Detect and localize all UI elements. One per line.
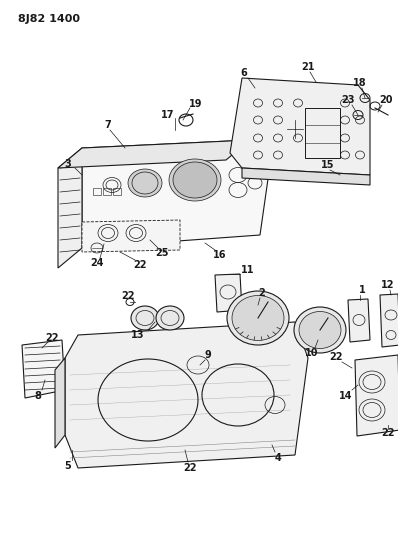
Ellipse shape (173, 162, 217, 198)
Polygon shape (215, 274, 242, 312)
Ellipse shape (294, 307, 346, 353)
Ellipse shape (169, 159, 221, 201)
Polygon shape (82, 140, 270, 248)
Text: 24: 24 (90, 258, 104, 268)
Ellipse shape (128, 169, 162, 197)
Bar (305, 108, 340, 158)
Polygon shape (348, 299, 370, 342)
Bar (93, 188, 101, 195)
Polygon shape (82, 220, 180, 252)
Text: 21: 21 (301, 62, 315, 72)
Polygon shape (58, 140, 250, 168)
Text: 16: 16 (213, 250, 227, 260)
Ellipse shape (156, 306, 184, 330)
Bar (113, 188, 121, 195)
Text: 8J82 1400: 8J82 1400 (18, 14, 80, 24)
Text: 25: 25 (155, 248, 169, 258)
Text: 7: 7 (105, 120, 111, 130)
Ellipse shape (131, 306, 159, 330)
Text: 5: 5 (64, 461, 71, 471)
Text: 6: 6 (241, 68, 248, 78)
Ellipse shape (299, 311, 341, 349)
Text: 14: 14 (339, 391, 353, 401)
Text: 22: 22 (381, 428, 395, 438)
Text: 20: 20 (379, 95, 393, 105)
Text: 13: 13 (131, 330, 145, 340)
Text: 17: 17 (161, 110, 175, 120)
Text: 10: 10 (305, 348, 319, 358)
Text: 18: 18 (353, 78, 367, 88)
Text: 2: 2 (259, 288, 265, 298)
Polygon shape (230, 78, 370, 175)
Text: 3: 3 (64, 159, 71, 169)
Text: 22: 22 (183, 463, 197, 473)
Polygon shape (242, 168, 370, 185)
Text: 8: 8 (35, 391, 41, 401)
Text: 22: 22 (329, 352, 343, 362)
Bar (103, 188, 111, 195)
Text: 4: 4 (275, 453, 281, 463)
Text: 15: 15 (321, 160, 335, 170)
Text: 11: 11 (241, 265, 255, 275)
Text: 22: 22 (121, 291, 135, 301)
Ellipse shape (232, 295, 284, 341)
Text: 23: 23 (341, 95, 355, 105)
Text: 22: 22 (45, 333, 59, 343)
Polygon shape (65, 322, 308, 468)
Text: 12: 12 (381, 280, 395, 290)
Text: 1: 1 (359, 285, 365, 295)
Polygon shape (55, 358, 65, 448)
Text: 9: 9 (205, 350, 211, 360)
Polygon shape (355, 355, 398, 436)
Polygon shape (58, 148, 82, 268)
Text: 19: 19 (189, 99, 203, 109)
Ellipse shape (227, 291, 289, 345)
Polygon shape (380, 294, 398, 347)
Polygon shape (22, 340, 65, 398)
Text: 22: 22 (133, 260, 147, 270)
